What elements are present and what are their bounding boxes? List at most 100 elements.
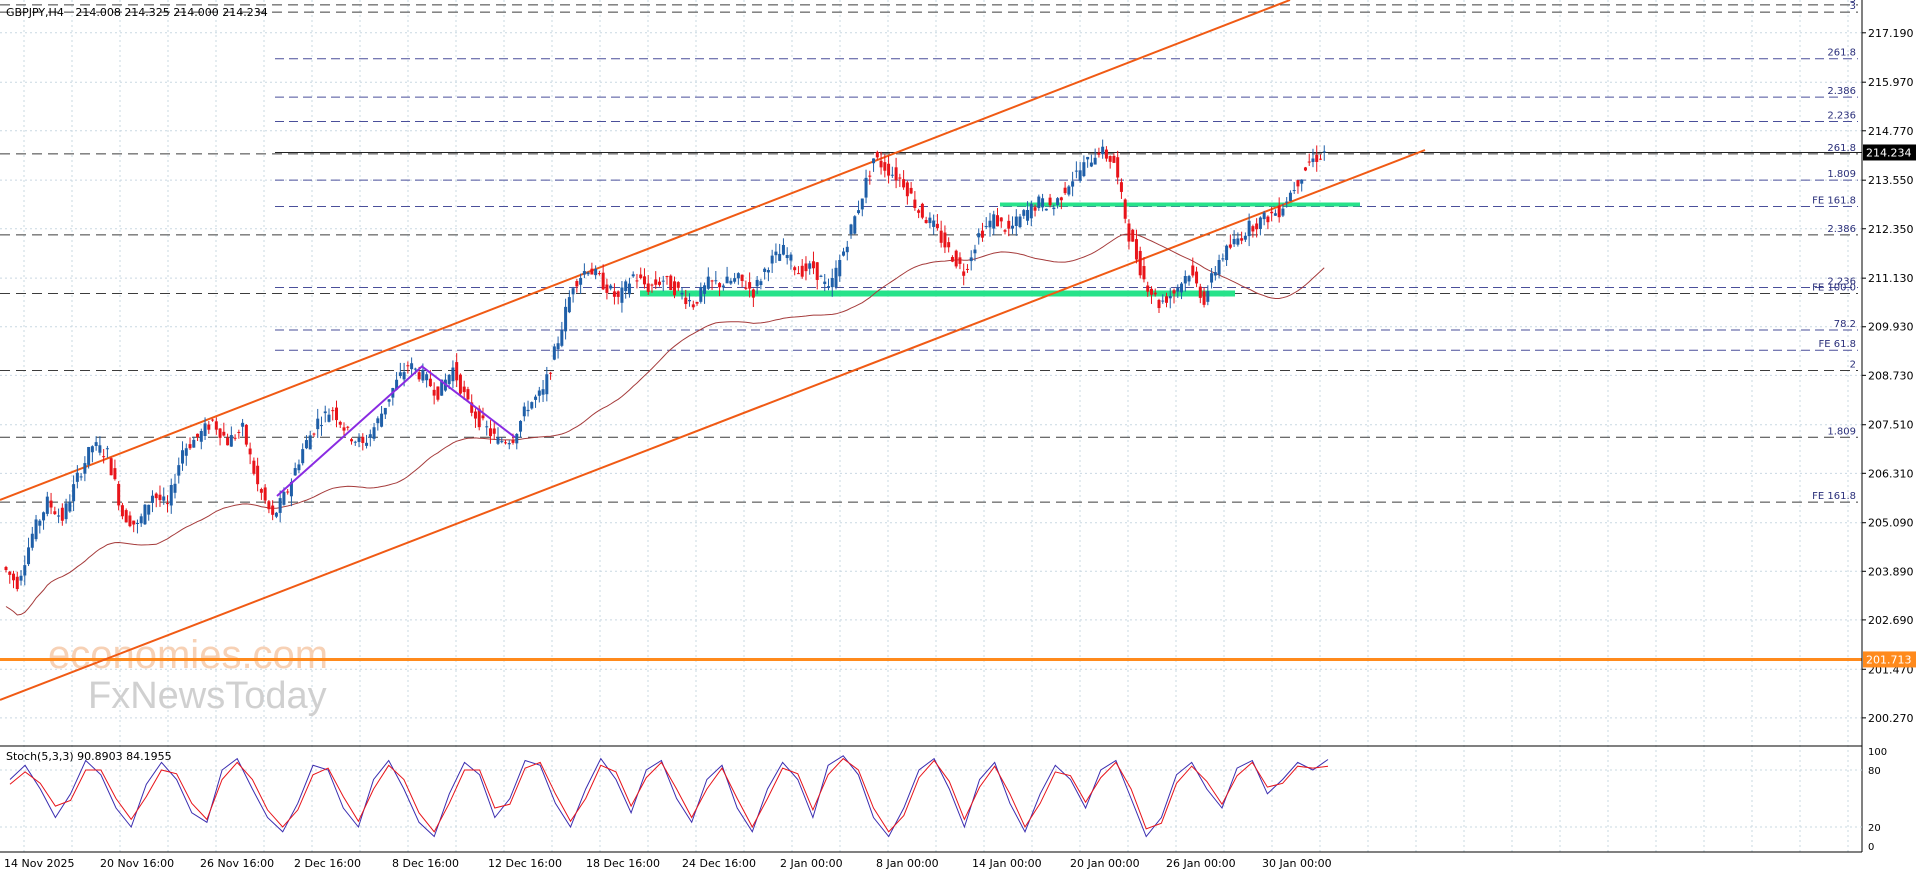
candle-body (549, 372, 553, 374)
time-tick-label: 14 Nov 2025 (4, 857, 74, 870)
candle-body (1007, 220, 1011, 229)
candle-body (485, 426, 489, 428)
candle-body (169, 484, 173, 506)
candle-body (507, 443, 511, 445)
candle-body (162, 496, 166, 501)
fib-level-label: 2 (1850, 359, 1856, 370)
candle-body (154, 493, 158, 499)
candle-body (594, 269, 598, 276)
candle-body (1037, 196, 1041, 209)
candle-body (552, 346, 556, 360)
candle-body (1277, 205, 1281, 218)
candle-body (27, 547, 31, 565)
candle-body (872, 158, 876, 164)
candle-body (410, 363, 414, 370)
candle-body (729, 280, 733, 284)
candle-body (796, 273, 800, 275)
candle-body (815, 262, 819, 280)
candle-body (42, 512, 46, 521)
candle-body (222, 431, 226, 436)
candle-body (826, 286, 830, 288)
candle-body (304, 440, 308, 449)
candle-body (676, 282, 680, 288)
candle-body (350, 439, 354, 442)
candle-body (808, 263, 812, 269)
candle-body (1296, 180, 1300, 187)
candle-body (564, 306, 568, 332)
candle-body (203, 423, 207, 436)
candle-body (969, 257, 973, 262)
candle-body (781, 244, 785, 255)
candle-body (883, 162, 887, 171)
last-price-box (1863, 144, 1916, 161)
candle-body (928, 217, 932, 224)
price-tick-label: 217.190 (1868, 27, 1914, 40)
candle-body (751, 289, 755, 298)
stoch-tick-label: 0 (1868, 842, 1874, 853)
time-tick-label: 2 Jan 00:00 (780, 857, 843, 870)
candle-body (725, 276, 729, 284)
candle-body (624, 281, 628, 292)
candle-body (1232, 238, 1236, 245)
candle-body (879, 160, 883, 168)
price-tick-label: 215.970 (1868, 76, 1914, 89)
time-tick-label: 2 Dec 16:00 (294, 857, 361, 870)
candle-body (920, 203, 924, 218)
candle-body (361, 436, 365, 443)
candle-body (458, 374, 462, 394)
candle-body (875, 152, 879, 158)
price-tick-label: 209.930 (1868, 321, 1914, 334)
candle-body (353, 441, 357, 443)
candle-body (241, 422, 245, 427)
candle-body (680, 292, 684, 295)
wave-pattern (276, 365, 516, 497)
candle-body (688, 300, 692, 302)
fib-level-label: 2.236 (1827, 276, 1856, 287)
candle-body (691, 304, 695, 308)
time-tick-label: 12 Dec 16:00 (488, 857, 562, 870)
candle-body (481, 415, 485, 419)
candle-body (177, 465, 181, 476)
fib-level-label: 261.8 (1827, 143, 1856, 154)
candle-body (1318, 158, 1322, 160)
candle-body (1082, 162, 1086, 177)
candle-body (1157, 299, 1161, 309)
candle-body (980, 230, 984, 238)
candle-body (763, 268, 767, 272)
candle-body (755, 279, 759, 287)
price-tick-label: 213.550 (1868, 174, 1914, 187)
candle-body (1307, 161, 1311, 163)
candle-body (286, 491, 290, 493)
moving-average (5, 233, 1325, 616)
candle-body (1270, 211, 1274, 214)
fib-level-label: 2.386 (1827, 86, 1856, 97)
candle-body (1134, 239, 1138, 260)
candle-body (12, 573, 16, 581)
candle-body (1322, 151, 1326, 153)
channel-upper (0, 0, 1291, 501)
candle-body (748, 282, 752, 289)
stoch-tick-label: 80 (1868, 766, 1881, 777)
candle-body (661, 280, 665, 282)
candle-body (1202, 291, 1206, 305)
candle-body (117, 483, 121, 506)
candle-body (23, 565, 27, 576)
candle-body (1033, 207, 1037, 211)
candle-body (496, 437, 500, 444)
fib-level-label: 78.2 (1834, 319, 1856, 330)
candle-body (905, 182, 909, 197)
candle-body (395, 379, 399, 390)
candle-body (1243, 235, 1247, 240)
candle-body (1131, 229, 1135, 242)
candle-body (49, 500, 53, 508)
candle-body (718, 283, 722, 288)
candle-body (473, 411, 477, 419)
fib-level-label: 3 (1850, 0, 1856, 5)
candle-body (440, 379, 444, 396)
candle-body (556, 343, 560, 350)
candle-body (1127, 223, 1131, 242)
candle-body (357, 437, 361, 442)
price-tick-label: 205.090 (1868, 517, 1914, 530)
candle-body (488, 428, 492, 437)
